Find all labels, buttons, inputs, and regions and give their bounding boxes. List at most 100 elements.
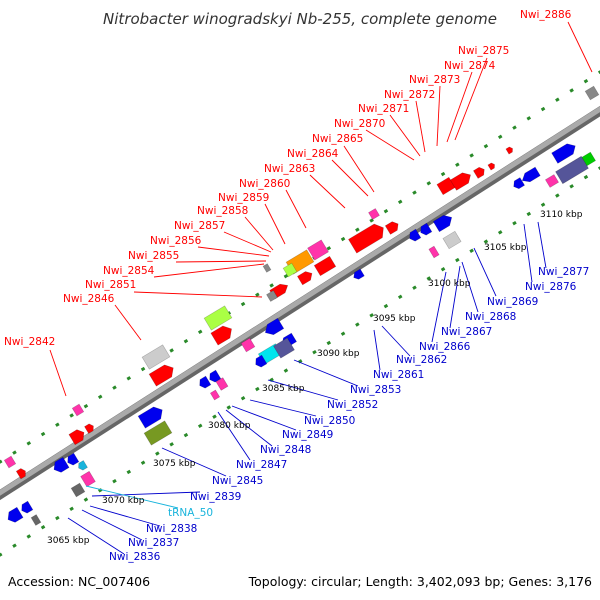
gene-feature[interactable]	[240, 337, 256, 353]
label-reverse-gene[interactable]: Nwi_2877	[538, 266, 589, 278]
gene-feature[interactable]	[313, 255, 337, 277]
gene-feature[interactable]	[368, 208, 380, 220]
label-forward-gene[interactable]: Nwi_2856	[150, 235, 202, 247]
label-reverse-gene[interactable]: Nwi_2850	[304, 415, 355, 427]
gene-feature[interactable]	[68, 427, 87, 446]
label-reverse-gene[interactable]: Nwi_2852	[327, 399, 378, 411]
label-forward-gene[interactable]: Nwi_2857	[174, 220, 225, 232]
gene-feature[interactable]	[5, 506, 24, 524]
gene-feature[interactable]	[297, 269, 314, 286]
label-reverse-gene[interactable]: Nwi_2838	[146, 523, 197, 535]
gene-feature[interactable]	[77, 460, 88, 472]
label-forward-gene[interactable]: Nwi_2854	[103, 265, 155, 277]
gene-feature[interactable]	[352, 268, 365, 281]
track-dot-reverse	[355, 322, 360, 327]
callout-line	[373, 329, 381, 371]
label-reverse-gene[interactable]: Nwi_2869	[487, 296, 538, 308]
gene-feature[interactable]	[511, 177, 526, 191]
gene-feature[interactable]	[348, 221, 387, 254]
gene-feature[interactable]	[307, 239, 329, 261]
gene-feature[interactable]	[197, 375, 212, 390]
label-forward-gene[interactable]: Nwi_2870	[334, 118, 385, 130]
gene-feature[interactable]	[282, 262, 298, 278]
label-reverse-gene[interactable]: Nwi_2866	[419, 341, 471, 353]
gene-feature[interactable]	[266, 290, 278, 302]
gene-feature[interactable]	[262, 317, 285, 338]
gene-feature[interactable]	[428, 245, 440, 259]
label-forward-gene[interactable]: Nwi_2871	[358, 103, 409, 115]
gene-feature[interactable]	[84, 423, 96, 434]
gene-feature[interactable]	[209, 389, 221, 401]
label-forward-gene[interactable]: Nwi_2875	[458, 45, 509, 57]
gene-feature[interactable]	[384, 220, 400, 235]
gene-feature[interactable]	[544, 174, 560, 188]
gene-feature[interactable]	[505, 146, 514, 155]
label-reverse-gene[interactable]: Nwi_2849	[282, 429, 333, 441]
label-reverse-gene[interactable]: Nwi_2836	[109, 551, 161, 563]
gene-feature[interactable]	[137, 404, 166, 429]
label-forward-gene[interactable]: Nwi_2864	[287, 148, 339, 160]
gene-feature[interactable]	[148, 362, 177, 387]
label-reverse-gene[interactable]: Nwi_2876	[525, 281, 577, 293]
gene-feature[interactable]	[15, 467, 27, 480]
label-forward-gene[interactable]: Nwi_2859	[218, 192, 269, 204]
label-forward-gene[interactable]: Nwi_2886	[520, 9, 572, 21]
gene-feature[interactable]	[584, 85, 600, 101]
gene-feature[interactable]	[65, 452, 80, 467]
gene-feature[interactable]	[141, 344, 171, 370]
gene-feature[interactable]	[555, 155, 589, 185]
label-reverse-gene[interactable]: Nwi_2847	[236, 459, 287, 471]
gene-feature[interactable]	[253, 354, 268, 369]
gene-feature[interactable]	[19, 500, 34, 515]
gene-feature[interactable]	[432, 212, 455, 233]
label-forward-gene[interactable]: Nwi_2873	[409, 74, 460, 86]
track-dot-forward	[426, 181, 432, 186]
gene-feature[interactable]	[472, 166, 486, 179]
gene-feature[interactable]	[442, 230, 462, 250]
label-forward-gene[interactable]: Nwi_2855	[128, 250, 179, 262]
gene-feature[interactable]	[210, 323, 235, 346]
gene-feature[interactable]	[407, 228, 422, 243]
gene-feature[interactable]	[262, 263, 272, 273]
label-forward-gene[interactable]: Nwi_2874	[444, 60, 496, 72]
gene-feature[interactable]	[71, 403, 85, 417]
label-reverse-gene[interactable]: Nwi_2868	[465, 311, 516, 323]
label-reverse-gene[interactable]: Nwi_2848	[260, 444, 311, 456]
label-reverse-gene[interactable]: Nwi_2845	[212, 475, 263, 487]
track-dot-forward	[383, 208, 389, 214]
label-reverse-gene[interactable]: Nwi_2853	[350, 384, 401, 396]
gene-feature[interactable]	[551, 141, 579, 164]
gene-feature[interactable]	[207, 369, 222, 384]
gene-feature[interactable]	[487, 162, 496, 171]
gene-feature[interactable]	[273, 337, 295, 359]
genome-backbone	[0, 105, 600, 501]
label-forward-gene[interactable]: Nwi_2846	[63, 293, 115, 305]
gene-feature[interactable]	[418, 222, 433, 237]
track-dot-reverse	[312, 349, 317, 355]
label-reverse-gene[interactable]: Nwi_2862	[396, 354, 447, 366]
label-forward-gene[interactable]: Nwi_2842	[4, 336, 55, 348]
gene-feature[interactable]	[51, 456, 70, 474]
label-forward-gene[interactable]: Nwi_2863	[264, 163, 315, 175]
gene-feature[interactable]	[520, 166, 541, 185]
gene-feature[interactable]	[449, 170, 473, 191]
callout-line	[223, 231, 272, 253]
label-trna-gene[interactable]: tRNA_50	[168, 507, 213, 519]
label-reverse-gene[interactable]: Nwi_2861	[373, 369, 424, 381]
gene-feature[interactable]	[203, 305, 233, 331]
gene-feature[interactable]	[80, 470, 96, 488]
label-forward-gene[interactable]: Nwi_2865	[312, 133, 363, 145]
callout-line	[309, 174, 346, 209]
label-forward-gene[interactable]: Nwi_2872	[384, 89, 435, 101]
label-reverse-gene[interactable]: Nwi_2839	[190, 491, 241, 503]
label-forward-gene[interactable]: Nwi_2851	[85, 279, 136, 291]
label-forward-gene[interactable]: Nwi_2860	[239, 178, 290, 190]
gene-feature[interactable]	[143, 420, 173, 446]
gene-feature[interactable]	[30, 514, 42, 526]
label-reverse-gene[interactable]: Nwi_2837	[128, 537, 179, 549]
gene-feature[interactable]	[70, 482, 86, 498]
label-forward-gene[interactable]: Nwi_2858	[197, 205, 248, 217]
gene-feature[interactable]	[215, 377, 229, 391]
label-reverse-gene[interactable]: Nwi_2867	[441, 326, 492, 338]
gene-feature[interactable]	[3, 455, 17, 469]
